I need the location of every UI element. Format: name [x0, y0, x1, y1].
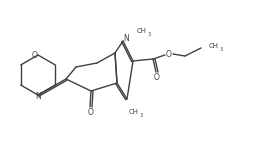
Text: O: O — [165, 49, 171, 58]
Text: N: N — [35, 91, 41, 100]
Text: O: O — [88, 107, 93, 116]
Text: O: O — [32, 50, 38, 59]
Text: N: N — [123, 33, 128, 42]
Text: 3: 3 — [219, 46, 222, 52]
Text: 3: 3 — [139, 112, 142, 118]
Text: O: O — [153, 73, 159, 82]
Text: 3: 3 — [147, 32, 151, 37]
Text: CH: CH — [136, 28, 146, 34]
Text: CH: CH — [208, 43, 218, 49]
Text: CH: CH — [129, 109, 138, 115]
